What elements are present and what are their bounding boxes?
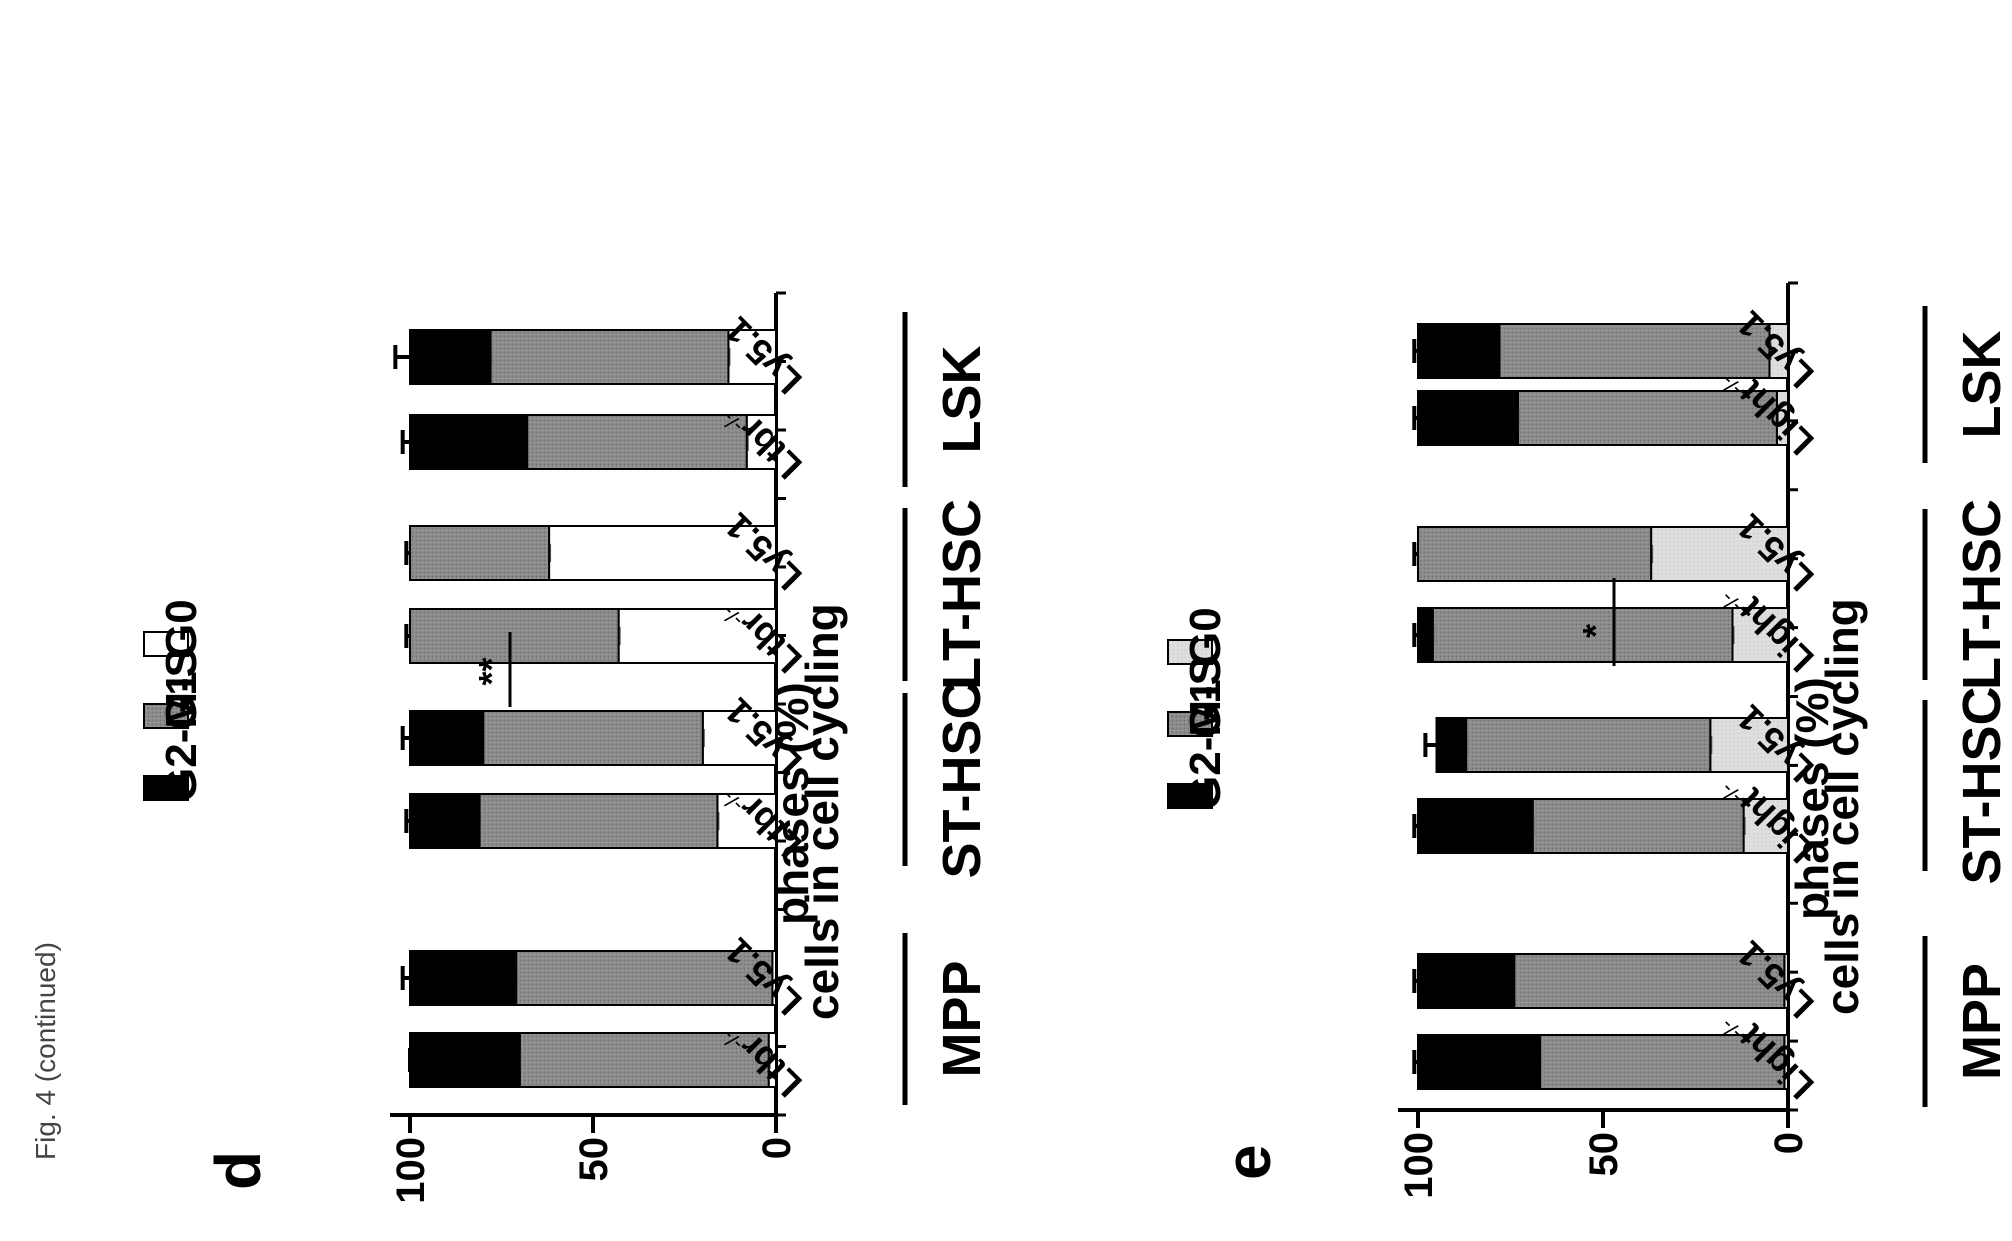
legend-label: G0 [1181, 607, 1230, 666]
group-label: LSK [1952, 330, 2012, 438]
y-tick-label: 50 [1582, 1132, 1626, 1177]
bar-segment-g2-m-s [1417, 953, 1516, 1009]
bar-segment-g1 [409, 525, 551, 581]
legend-swatch-g1 [1167, 711, 1213, 737]
bar-segment-g1 [1465, 717, 1712, 773]
legend-swatch-g0 [1167, 639, 1213, 665]
legend-label: G2-M-S [1181, 656, 1230, 810]
bar-segment-g1 [409, 608, 620, 664]
figure-caption: Fig. 4 (continued) [30, 942, 61, 1160]
bar-segment-g1 [489, 329, 730, 385]
significance-marker: ** [471, 657, 512, 685]
bar-segment-g0 [727, 329, 777, 385]
bar-segment-g2-m-s [1417, 390, 1519, 446]
bar-segment-g1 [1431, 607, 1734, 663]
bar-segment-g2-m-s [1417, 1034, 1542, 1090]
bar-segment-g1 [478, 793, 719, 849]
bar-segment-g1 [1417, 526, 1653, 582]
bar-segment-g2-m-s [409, 1032, 521, 1088]
bar-segment-g0 [745, 414, 777, 470]
group-label: LSK [932, 345, 992, 453]
group-label: MPP [1952, 963, 2012, 1080]
y-axis-label-line2: phases (%) [1786, 677, 1838, 920]
significance-marker: * [1575, 624, 1616, 638]
legend-swatch-g0 [143, 631, 189, 657]
bar-segment-g2-m-s [409, 329, 492, 385]
legend-label: G1 [1181, 679, 1230, 738]
group-label: MPP [932, 960, 992, 1077]
legend-swatch-g1 [143, 703, 189, 729]
bar-segment-g1 [1531, 798, 1745, 854]
bar-segment-g1 [526, 414, 748, 470]
y-axis-label-line1: cells in cell cycling [1816, 598, 1868, 1015]
legend-label: G0 [157, 599, 206, 658]
bar-segment-g2-m-s [1435, 717, 1468, 773]
group-label: ST-HSC [1952, 686, 2012, 884]
bar-segment-g2-m-s [409, 710, 485, 766]
bar-segment-g1 [482, 710, 704, 766]
bar-segment-g1 [1516, 390, 1778, 446]
y-tick-label: 0 [1767, 1132, 1811, 1154]
bar-segment-g1 [515, 950, 774, 1006]
group-label: LT-HSC [1952, 499, 2012, 690]
bar-segment-g2-m-s [409, 414, 529, 470]
bar-segment-g0 [548, 525, 778, 581]
group-label: LT-HSC [932, 499, 992, 690]
y-tick-label: 100 [389, 1137, 433, 1204]
legend-label: G2-M-S [157, 648, 206, 802]
bar-segment-g0 [1709, 717, 1790, 773]
bar-segment-g2-m-s [1417, 323, 1501, 379]
bar-segment-g1 [1498, 323, 1771, 379]
y-tick-label: 50 [572, 1137, 616, 1182]
bar-segment-g2-m-s [409, 793, 481, 849]
panel-label: d [202, 1151, 274, 1190]
y-tick-label: 0 [755, 1137, 799, 1159]
group-label: ST-HSC [932, 680, 992, 878]
bar-segment-g1 [518, 1032, 770, 1088]
legend-swatch-g2-m-s [1167, 783, 1213, 809]
panel-label: e [1212, 1144, 1284, 1180]
legend-swatch-g2-m-s [143, 775, 189, 801]
bar-segment-g2-m-s [1417, 798, 1534, 854]
bar-segment-g2-m-s [409, 950, 518, 1006]
bar-segment-g0 [1742, 798, 1789, 854]
legend-label: G1 [157, 671, 206, 730]
y-tick-label: 100 [1397, 1132, 1441, 1199]
y-axis-label-line1: cells in cell cycling [796, 603, 848, 1020]
bar-segment-g2-m-s [1417, 607, 1434, 663]
bar-segment-g0 [716, 793, 778, 849]
bar-segment-g0 [701, 710, 777, 766]
